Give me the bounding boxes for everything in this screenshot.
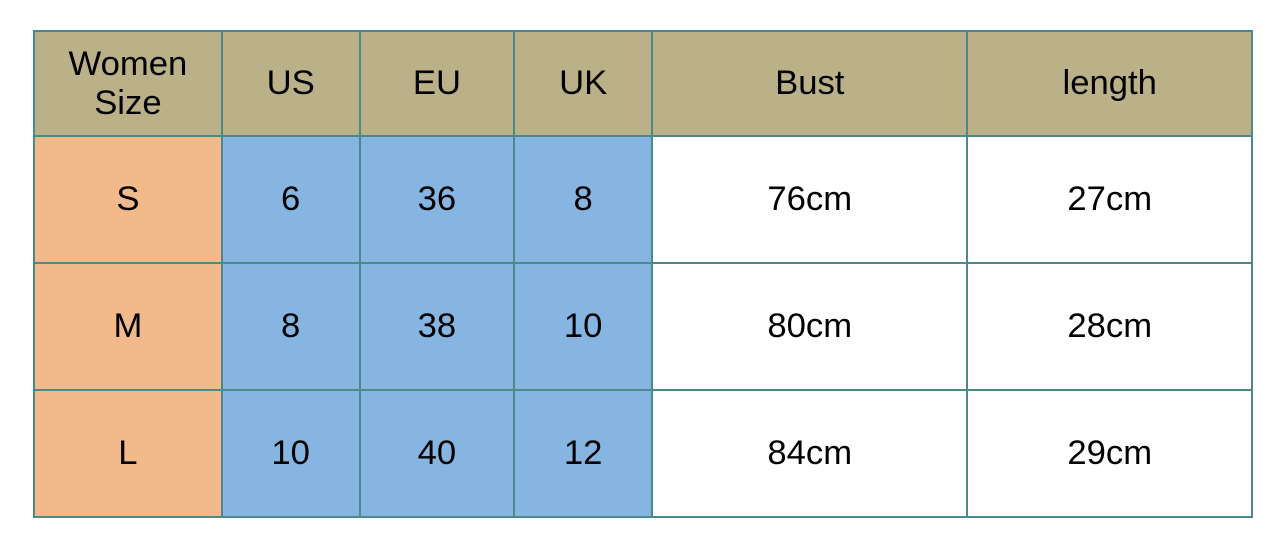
cell-length: 29cm — [967, 390, 1252, 517]
cell-uk: 10 — [514, 263, 652, 390]
header-eu: EU — [360, 31, 515, 136]
cell-us: 10 — [222, 390, 360, 517]
table-row: M 8 38 10 80cm 28cm — [34, 263, 1252, 390]
cell-eu: 38 — [360, 263, 515, 390]
table-row: S 6 36 8 76cm 27cm — [34, 136, 1252, 263]
cell-us: 8 — [222, 263, 360, 390]
cell-bust: 80cm — [652, 263, 967, 390]
cell-women-size: L — [34, 390, 222, 517]
cell-bust: 76cm — [652, 136, 967, 263]
table-row: L 10 40 12 84cm 29cm — [34, 390, 1252, 517]
cell-length: 27cm — [967, 136, 1252, 263]
header-uk: UK — [514, 31, 652, 136]
cell-eu: 40 — [360, 390, 515, 517]
cell-us: 6 — [222, 136, 360, 263]
cell-women-size: M — [34, 263, 222, 390]
cell-women-size: S — [34, 136, 222, 263]
header-women-size: Women Size — [34, 31, 222, 136]
size-chart-table: Women Size US EU UK Bust length S 6 36 8… — [33, 30, 1253, 518]
header-row: Women Size US EU UK Bust length — [34, 31, 1252, 136]
header-bust: Bust — [652, 31, 967, 136]
cell-uk: 8 — [514, 136, 652, 263]
header-length: length — [967, 31, 1252, 136]
cell-uk: 12 — [514, 390, 652, 517]
cell-length: 28cm — [967, 263, 1252, 390]
cell-bust: 84cm — [652, 390, 967, 517]
cell-eu: 36 — [360, 136, 515, 263]
header-us: US — [222, 31, 360, 136]
